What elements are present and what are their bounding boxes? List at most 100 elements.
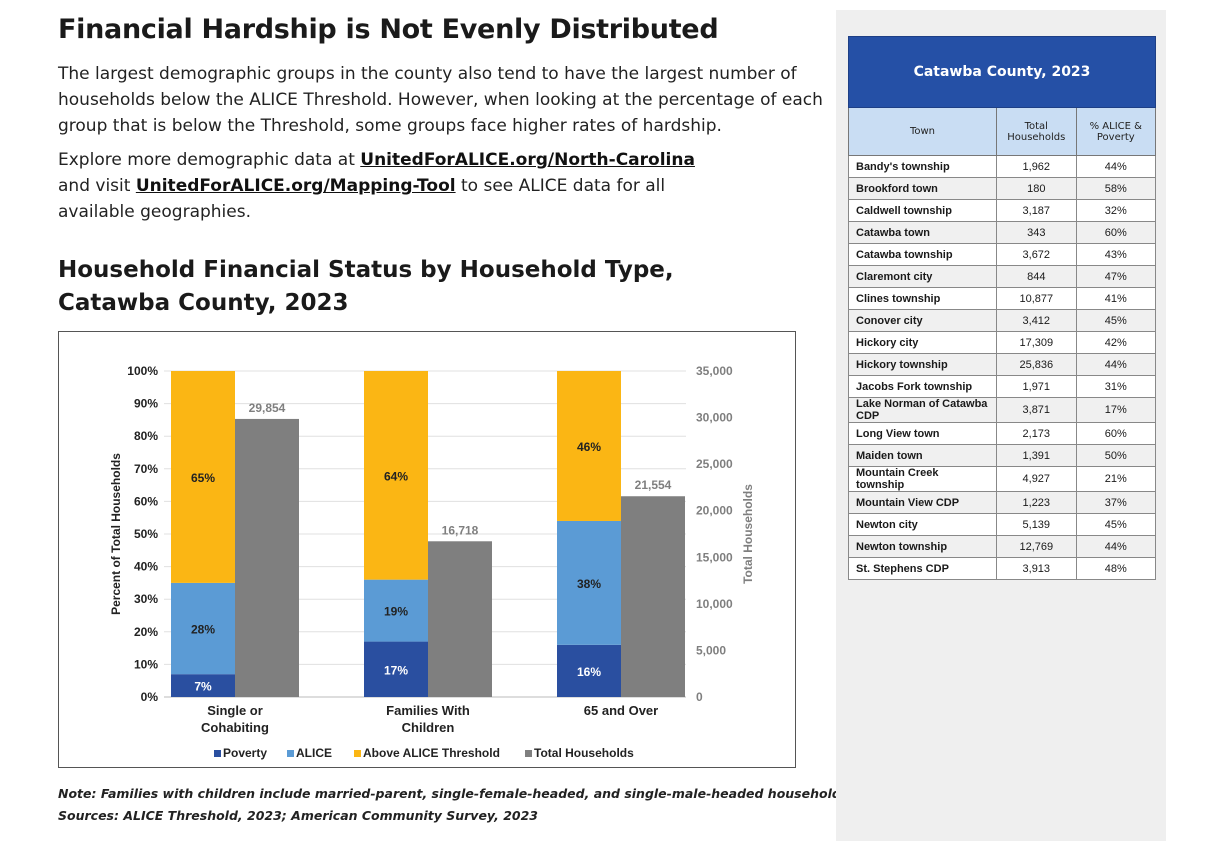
table-row: Catawba township 3,672 43% [848, 243, 1157, 266]
y-right-tick-label: 30,000 [696, 411, 733, 425]
x-tick-label: Cohabiting [201, 720, 269, 735]
table-row: Conover city 3,412 45% [848, 309, 1157, 332]
intro-paragraph: The largest demographic groups in the co… [58, 64, 823, 136]
y-tick-label: 10% [134, 657, 158, 671]
legend-label: Poverty [223, 746, 267, 760]
table-row: Catawba town 343 60% [848, 221, 1157, 244]
pct-alice-cell: 60% [1075, 422, 1157, 445]
table-row: Mountain View CDP 1,223 37% [848, 491, 1157, 514]
total-households-cell: 1,971 [996, 375, 1077, 398]
total-households-cell: 3,187 [996, 199, 1077, 222]
bar-above-alice-threshold [557, 371, 621, 521]
bar-alice [557, 520, 621, 645]
legend-label: Above ALICE Threshold [363, 746, 500, 760]
table-row: Long View town 2,173 60% [848, 422, 1157, 445]
note-text: Note: Families with children include mar… [58, 786, 854, 801]
y-right-tick-label: 15,000 [696, 550, 733, 564]
total-households-cell: 25,836 [996, 353, 1077, 376]
data-label-total: 29,854 [249, 401, 286, 415]
explore-text: Explore more demographic data at [58, 150, 361, 170]
footnotes: Note: Families with children include mar… [58, 783, 853, 827]
explore-paragraph: Explore more demographic data at UnitedF… [58, 147, 718, 225]
town-cell: Lake Norman of Catawba CDP [848, 397, 997, 423]
table-row: Hickory city 17,309 42% [848, 331, 1157, 354]
legend-label: Total Households [534, 746, 634, 760]
pct-alice-cell: 44% [1075, 353, 1157, 376]
y-tick-label: 80% [134, 429, 158, 443]
data-label: 19% [384, 605, 408, 619]
town-cell: Brookford town [848, 177, 997, 200]
town-cell: Long View town [848, 422, 997, 445]
legend-label: ALICE [296, 746, 332, 760]
data-label: 46% [577, 440, 601, 454]
chart-title-line2: Catawba County, 2023 [58, 290, 349, 316]
mapping-tool-link[interactable]: UnitedForALICE.org/Mapping-Tool [135, 176, 456, 196]
town-cell: Newton township [848, 535, 997, 558]
y-tick-label: 60% [134, 494, 158, 508]
table-row: Newton township 12,769 44% [848, 535, 1157, 558]
table-row: Clines township 10,877 41% [848, 287, 1157, 310]
x-tick-label: Families With [386, 703, 470, 718]
town-cell: Clines township [848, 287, 997, 310]
y-right-tick-label: 10,000 [696, 597, 733, 611]
pct-alice-cell: 17% [1075, 397, 1157, 423]
pct-alice-cell: 60% [1075, 221, 1157, 244]
data-label: 38% [577, 577, 601, 591]
y-right-tick-label: 0 [696, 690, 703, 704]
total-households-cell: 12,769 [996, 535, 1077, 558]
total-households-cell: 1,391 [996, 444, 1077, 467]
pct-alice-cell: 47% [1075, 265, 1157, 288]
town-cell: Hickory township [848, 353, 997, 376]
pct-alice-cell: 48% [1075, 557, 1157, 580]
table-row: Hickory township 25,836 44% [848, 353, 1157, 376]
table-row: Newton city 5,139 45% [848, 513, 1157, 536]
data-label: 16% [577, 665, 601, 679]
north-carolina-link[interactable]: UnitedForALICE.org/North-Carolina [360, 150, 695, 170]
legend-swatch [525, 750, 532, 757]
town-cell: Mountain View CDP [848, 491, 997, 514]
town-cell: Catawba township [848, 243, 997, 266]
town-cell: Maiden town [848, 444, 997, 467]
chart-title-line1: Household Financial Status by Household … [58, 257, 674, 283]
table-title: Catawba County, 2023 [848, 36, 1156, 108]
chart-title: Household Financial Status by Household … [58, 254, 674, 320]
total-households-cell: 3,672 [996, 243, 1077, 266]
total-households-cell: 844 [996, 265, 1077, 288]
bar-poverty [171, 674, 235, 697]
pct-alice-cell: 44% [1075, 155, 1157, 178]
town-cell: Mountain Creek township [848, 466, 997, 492]
bar-above-alice-threshold [171, 371, 235, 583]
total-households-cell: 3,871 [996, 397, 1077, 423]
data-label: 65% [191, 471, 215, 485]
explore-text-mid: and visit [58, 176, 136, 196]
y-right-tick-label: 25,000 [696, 457, 733, 471]
table-row: Caldwell township 3,187 32% [848, 199, 1157, 222]
y-tick-label: 40% [134, 560, 158, 574]
pct-alice-cell: 31% [1075, 375, 1157, 398]
bar-poverty [557, 644, 621, 697]
total-households-cell: 17,309 [996, 331, 1077, 354]
bar-above-alice-threshold [364, 371, 428, 580]
bar-alice [364, 579, 428, 642]
x-tick-label: Single or [207, 703, 263, 718]
page-heading: Financial Hardship is Not Evenly Distrib… [58, 14, 719, 45]
y-right-tick-label: 5,000 [696, 643, 726, 657]
y-right-tick-label: 35,000 [696, 364, 733, 378]
town-cell: Claremont city [848, 265, 997, 288]
pct-alice-cell: 45% [1075, 513, 1157, 536]
total-households-cell: 343 [996, 221, 1077, 244]
pct-alice-cell: 42% [1075, 331, 1157, 354]
stacked-bar-chart: 0% 10% 20% 30% 40% 50% 60% 70% 80% 90% 100% 0 5,000 1… [109, 364, 755, 760]
data-label-total: 21,554 [635, 478, 672, 492]
data-label: 7% [194, 680, 212, 694]
town-cell: Catawba town [848, 221, 997, 244]
legend-swatch [287, 750, 294, 757]
bar-total-households [428, 541, 492, 697]
pct-alice-cell: 45% [1075, 309, 1157, 332]
total-households-cell: 4,927 [996, 466, 1077, 492]
col-header-total: Total Households [996, 107, 1077, 156]
legend-swatch [354, 750, 361, 757]
total-households-cell: 5,139 [996, 513, 1077, 536]
y-right-tick-label: 20,000 [696, 504, 733, 518]
pct-alice-cell: 41% [1075, 287, 1157, 310]
